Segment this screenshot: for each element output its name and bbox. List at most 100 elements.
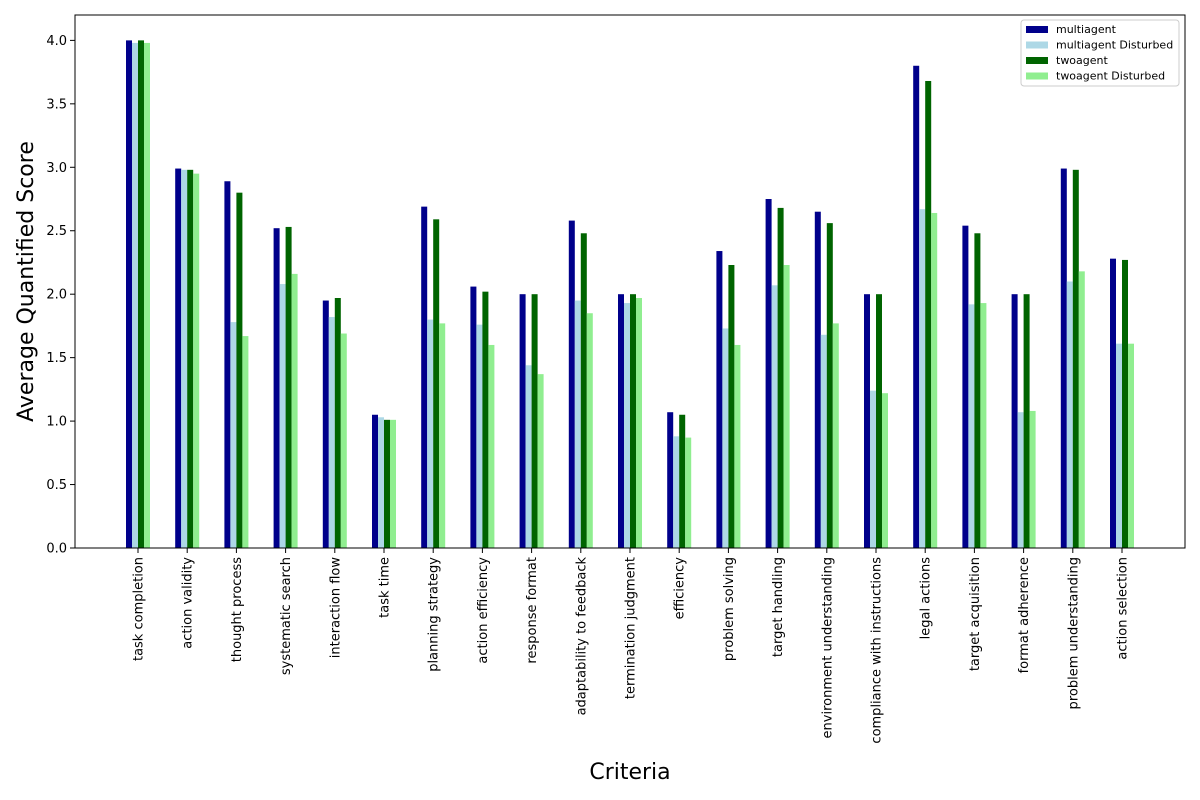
bar-twoagent-disturbed <box>1029 410 1036 548</box>
bar-multiagent <box>273 228 280 548</box>
bars-layer <box>126 40 1134 549</box>
bar-twoagent-disturbed <box>488 344 495 548</box>
bar-twoagent <box>728 265 735 548</box>
legend-label: multiagent <box>1056 23 1117 36</box>
x-tick-label: interaction flow <box>328 557 343 659</box>
bar-twoagent <box>1072 169 1079 548</box>
bar-multiagent-disturbed <box>673 436 680 548</box>
x-tick-label: problem understanding <box>1066 557 1081 709</box>
bar-multiagent <box>618 294 624 548</box>
bar-multiagent-disturbed <box>624 303 630 548</box>
legend: multiagent multiagent Disturbed twoagent tw… <box>1020 19 1180 87</box>
bar-multiagent-disturbed <box>870 390 876 548</box>
legend-box <box>1020 19 1180 87</box>
legend-swatch <box>1026 57 1048 64</box>
bar-multiagent <box>421 206 428 548</box>
bar-twoagent-disturbed <box>980 303 987 548</box>
bar-twoagent <box>482 291 489 548</box>
bar-multiagent-disturbed <box>132 42 138 549</box>
x-tick-label: action selection <box>1116 557 1131 660</box>
bar-twoagent <box>777 207 784 548</box>
x-tick-label: action validity <box>181 557 196 649</box>
x-axis: task completion action validity thought pr… <box>132 548 1131 744</box>
bar-twoagent <box>236 192 243 549</box>
bar-twoagent-disturbed <box>636 298 642 548</box>
bar-multiagent <box>1110 258 1116 548</box>
bar-multiagent-disturbed <box>919 209 926 548</box>
bar-multiagent <box>913 65 920 548</box>
y-tick-label: 0.0 <box>46 542 67 557</box>
bar-multiagent <box>716 251 723 549</box>
y-tick-label: 2.5 <box>46 224 67 239</box>
x-tick-label: efficiency <box>673 557 688 620</box>
bar-multiagent <box>519 294 526 548</box>
bar-multiagent <box>126 40 132 548</box>
x-tick-label: environment understanding <box>820 557 835 738</box>
bar-twoagent-disturbed <box>439 323 446 548</box>
bar-twoagent-disturbed <box>882 393 888 548</box>
bar-multiagent <box>175 168 182 549</box>
bar-multiagent <box>224 181 231 548</box>
bar-twoagent <box>876 294 882 548</box>
y-tick-label: 3.0 <box>46 161 67 176</box>
bar-twoagent <box>531 294 538 548</box>
bar-twoagent <box>1023 294 1030 548</box>
bar-twoagent-disturbed <box>537 374 544 548</box>
bar-twoagent <box>679 414 686 548</box>
bar-multiagent-disturbed <box>279 284 286 548</box>
bar-multiagent <box>1060 168 1067 549</box>
legend-label: twoagent Disturbed <box>1056 70 1165 83</box>
bar-twoagent <box>580 233 587 548</box>
plot-frame <box>74 14 1186 549</box>
bar-multiagent-disturbed <box>328 317 335 548</box>
bar-multiagent <box>470 286 477 548</box>
bar-multiagent-disturbed <box>1017 412 1024 548</box>
y-axis: 0.0 0.5 1.0 1.5 2.0 2.5 3.0 3.5 4.0 <box>46 34 75 557</box>
bar-twoagent-disturbed <box>832 323 839 548</box>
bar-multiagent-disturbed <box>525 365 532 548</box>
bar-twoagent <box>1122 259 1128 548</box>
bar-multiagent-disturbed <box>476 324 483 548</box>
x-tick-label: legal actions <box>919 557 934 640</box>
legend-swatch <box>1026 26 1048 33</box>
x-axis-title: Criteria <box>589 760 670 785</box>
bar-multiagent-disturbed <box>771 285 778 548</box>
bar-twoagent-disturbed <box>685 437 692 548</box>
y-tick-label: 0.5 <box>46 478 67 493</box>
bar-twoagent-disturbed <box>1078 271 1085 548</box>
x-tick-label: compliance with instructions <box>870 557 885 744</box>
bar-twoagent-disturbed <box>783 265 790 548</box>
bar-twoagent-disturbed <box>242 336 249 548</box>
x-tick-label: termination judgment <box>624 557 639 699</box>
bar-multiagent-disturbed <box>427 319 434 548</box>
bar-multiagent <box>814 211 821 548</box>
bar-twoagent-disturbed <box>193 173 200 548</box>
bar-multiagent <box>864 294 870 548</box>
y-tick-label: 3.5 <box>46 97 67 112</box>
y-tick-label: 2.0 <box>46 288 67 303</box>
bar-twoagent <box>384 419 390 548</box>
bar-twoagent-disturbed <box>291 273 298 548</box>
x-tick-label: target acquisition <box>968 557 983 671</box>
bar-multiagent <box>667 412 674 548</box>
bar-multiagent <box>765 199 772 548</box>
bar-multiagent-disturbed <box>968 304 975 548</box>
x-tick-label: planning strategy <box>427 557 442 672</box>
bar-multiagent-disturbed <box>1116 343 1122 548</box>
bar-multiagent <box>568 220 575 548</box>
bar-multiagent-disturbed <box>574 300 581 548</box>
bar-multiagent-disturbed <box>722 328 729 548</box>
bar-twoagent-disturbed <box>734 344 741 548</box>
y-axis-title: Average Quantified Score <box>14 141 39 422</box>
legend-swatch <box>1026 72 1048 80</box>
x-tick-label: action efficiency <box>476 557 491 664</box>
bar-twoagent-disturbed <box>390 419 396 548</box>
x-tick-label: task time <box>378 557 393 618</box>
x-tick-label: thought process <box>230 557 245 662</box>
bar-multiagent-disturbed <box>230 322 237 548</box>
bar-twoagent <box>334 298 341 548</box>
bar-multiagent-disturbed <box>181 169 188 548</box>
x-tick-label: task completion <box>132 557 147 661</box>
